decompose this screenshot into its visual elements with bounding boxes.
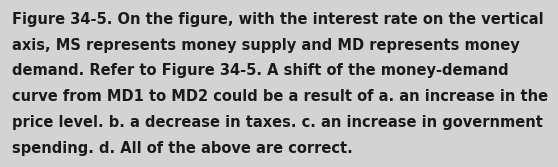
Text: axis, MS represents money supply and MD represents money: axis, MS represents money supply and MD … [12, 38, 520, 53]
Text: demand. Refer to Figure 34-5. A shift of the money-demand: demand. Refer to Figure 34-5. A shift of… [12, 63, 509, 78]
Text: price level. b. a decrease in taxes. c. an increase in government: price level. b. a decrease in taxes. c. … [12, 115, 543, 130]
Text: Figure 34-5. On the figure, with the interest rate on the vertical: Figure 34-5. On the figure, with the int… [12, 12, 544, 27]
Text: spending. d. All of the above are correct.: spending. d. All of the above are correc… [12, 141, 353, 156]
Text: curve from MD1 to MD2 could be a result of a. an increase in the: curve from MD1 to MD2 could be a result … [12, 89, 549, 104]
